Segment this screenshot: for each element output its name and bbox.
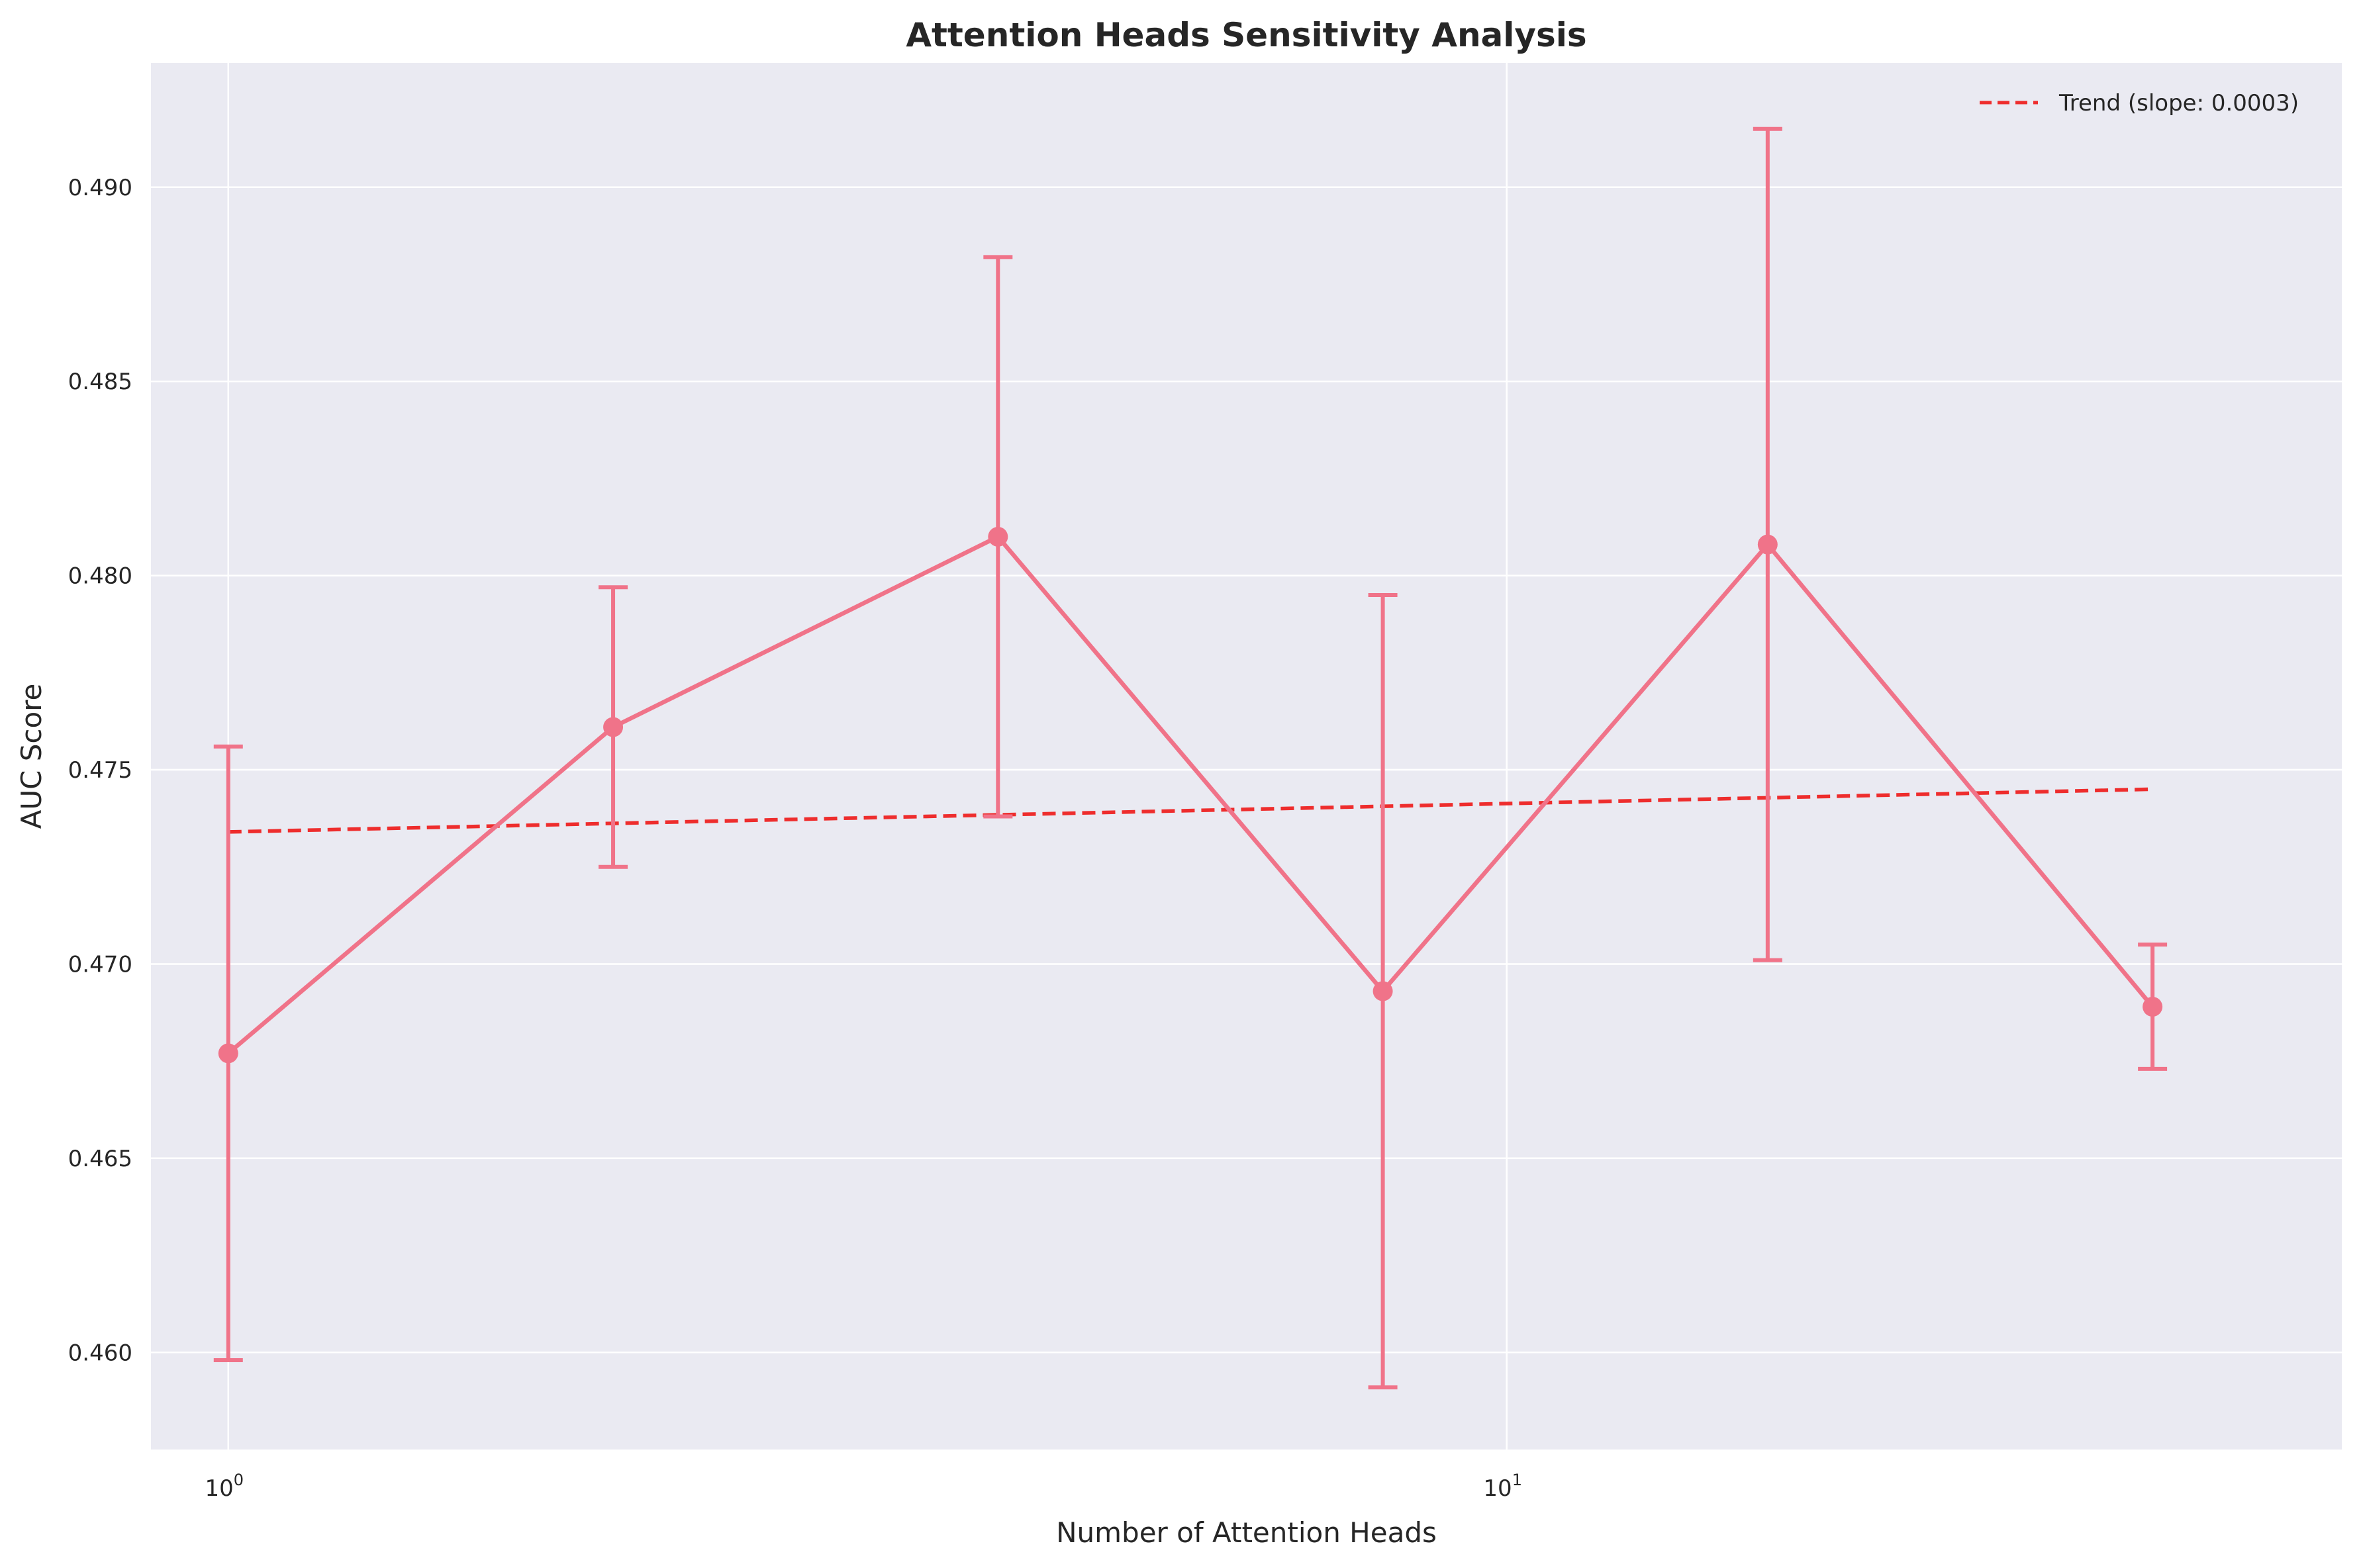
trend-line [228, 787, 2153, 834]
legend: Trend (slope: 0.0003) [1980, 90, 2299, 116]
data-point [988, 526, 1008, 547]
data-point [1373, 981, 1393, 1001]
y-tick-label: 0.490 [68, 175, 132, 201]
legend-label-trend: Trend (slope: 0.0003) [2058, 90, 2299, 116]
y-tick-label: 0.480 [68, 563, 132, 590]
data-point [2143, 997, 2163, 1017]
grid-lines [151, 63, 2342, 1450]
chart-title: Attention Heads Sensitivity Analysis [906, 16, 1586, 54]
y-tick-label: 0.475 [68, 757, 132, 784]
y-tick-label: 0.470 [68, 951, 132, 978]
y-tick-label: 0.460 [68, 1340, 132, 1366]
x-axis-label: Number of Attention Heads [1056, 1516, 1437, 1549]
trend-line-layer [228, 787, 2153, 834]
data-point [218, 1043, 238, 1064]
y-tick-label: 0.465 [68, 1146, 132, 1172]
data-point [1757, 534, 1778, 555]
data-point [603, 717, 624, 737]
y-axis-label: AUC Score [15, 684, 48, 829]
y-tick-label: 0.485 [68, 369, 132, 395]
series-layer [213, 126, 2168, 1390]
series-line [226, 534, 2154, 1055]
plot-area [151, 63, 2342, 1450]
